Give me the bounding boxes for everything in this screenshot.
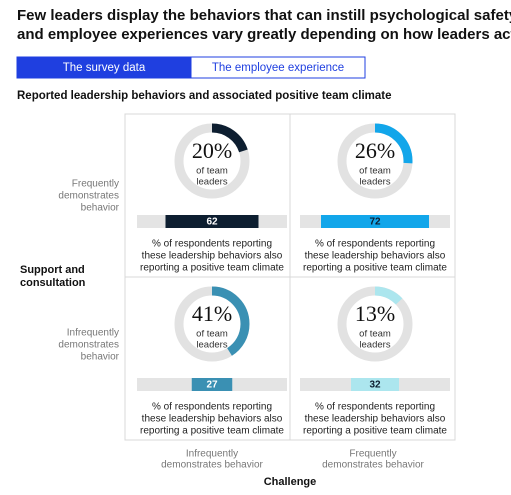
tab-label[interactable]: The employee experience: [212, 62, 344, 74]
bar-label: 72: [369, 217, 381, 228]
bar-label: 32: [369, 380, 381, 391]
percent-caption: leaders: [196, 177, 227, 188]
donut-arc: [174, 286, 250, 362]
title-line: Few leaders display the behaviors that c…: [17, 7, 511, 24]
percent-label: 13%: [355, 301, 395, 326]
percent-caption: leaders: [196, 340, 227, 351]
donut-arc: [337, 123, 413, 199]
bar-caption: % of respondents reporting: [152, 239, 272, 250]
column-label: demonstrates behavior: [322, 460, 424, 471]
bar-caption: % of respondents reporting: [315, 402, 435, 413]
donut-arc: [174, 123, 250, 199]
column-label: demonstrates behavior: [161, 460, 263, 471]
column-label: Frequently: [349, 449, 396, 460]
percent-label: 41%: [192, 301, 232, 326]
bar-caption: reporting a positive team climate: [140, 426, 284, 437]
percent-caption: of team: [359, 166, 391, 177]
bar-caption: these leadership behaviors also: [305, 414, 446, 425]
donut-arc: [337, 286, 413, 362]
row-label: demonstrates: [58, 191, 119, 202]
percent-caption: of team: [359, 329, 391, 340]
bar-caption: % of respondents reporting: [315, 239, 435, 250]
bar: [351, 378, 399, 391]
bar-label: 62: [206, 217, 218, 228]
bar: [165, 215, 259, 228]
bar-caption: these leadership behaviors also: [142, 414, 283, 425]
bar-caption: these leadership behaviors also: [142, 251, 283, 262]
percent-label: 20%: [192, 138, 232, 163]
percent-label: 26%: [355, 138, 395, 163]
bar-caption: reporting a positive team climate: [303, 426, 447, 437]
row-label: Infrequently: [67, 328, 119, 339]
percent-caption: of team: [196, 329, 228, 340]
row-label: demonstrates: [58, 340, 119, 351]
tab-label[interactable]: The survey data: [63, 62, 146, 74]
bar-caption: % of respondents reporting: [152, 402, 272, 413]
title-line: and employee experiences vary greatly de…: [17, 26, 511, 43]
row-label: behavior: [81, 203, 120, 214]
bar-caption: reporting a positive team climate: [303, 263, 447, 274]
bar-caption: these leadership behaviors also: [305, 251, 446, 262]
tab[interactable]: [190, 56, 366, 79]
y-axis-label: Support and: [20, 264, 85, 276]
subtitle: Reported leadership behaviors and associ…: [17, 90, 392, 102]
percent-caption: leaders: [359, 177, 390, 188]
y-axis-label: consultation: [20, 277, 86, 289]
row-label: Frequently: [72, 179, 119, 190]
bar: [191, 378, 233, 391]
row-label: behavior: [81, 352, 120, 363]
bar-label: 27: [206, 380, 218, 391]
column-label: Infrequently: [186, 449, 238, 460]
percent-caption: of team: [196, 166, 228, 177]
x-axis-label: Challenge: [264, 476, 317, 488]
bar: [321, 215, 429, 228]
bar-caption: reporting a positive team climate: [140, 263, 284, 274]
percent-caption: leaders: [359, 340, 390, 351]
